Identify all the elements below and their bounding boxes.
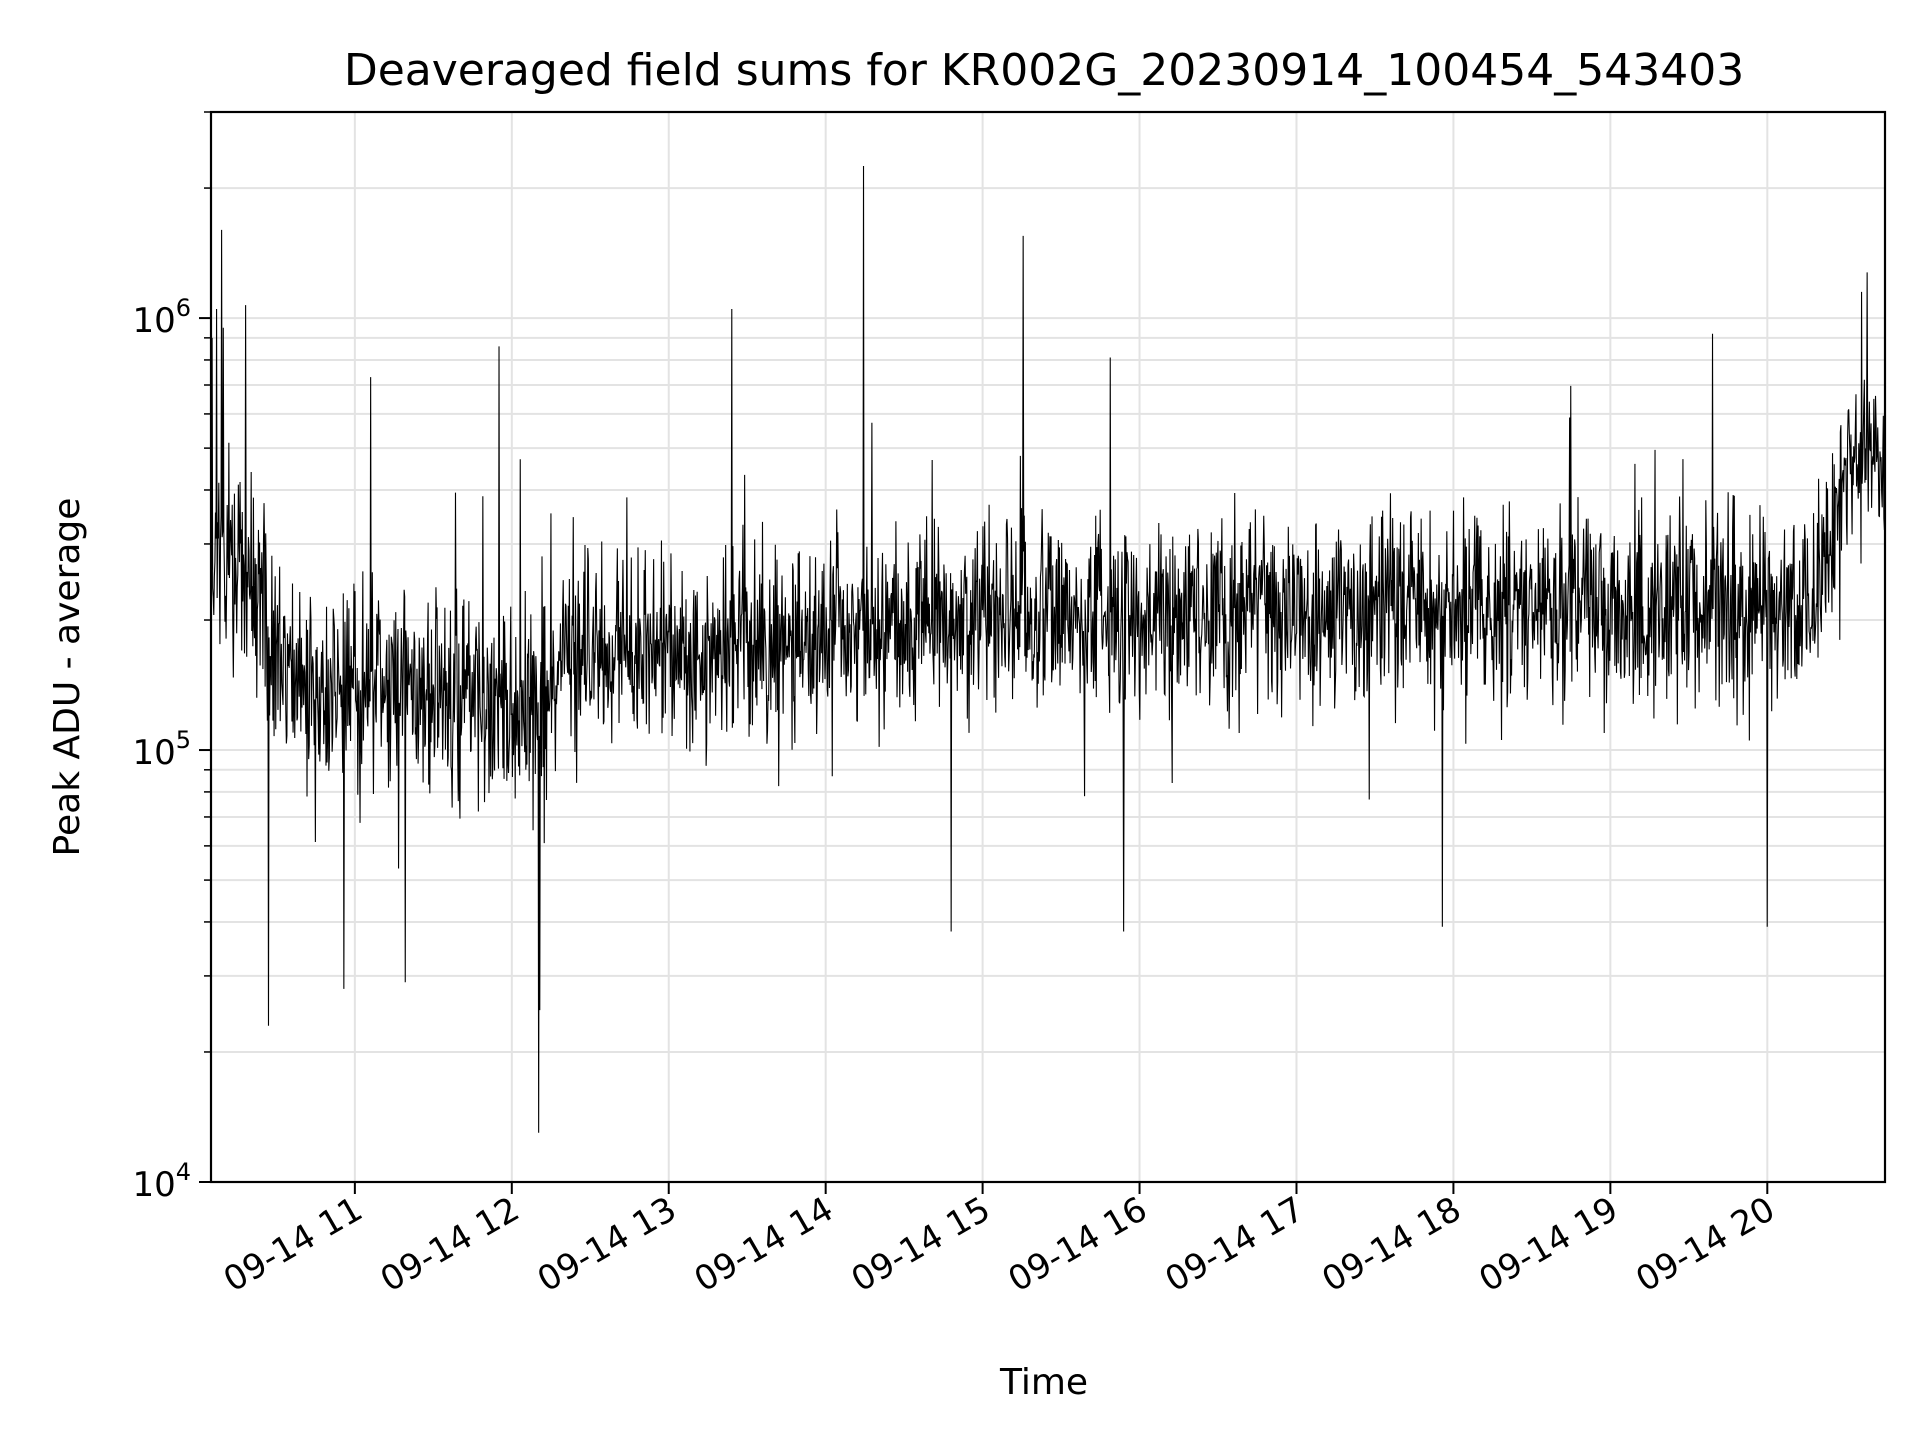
x-axis-label: Time <box>999 1362 1088 1403</box>
y-tick-label: 105 <box>132 726 191 773</box>
series-line <box>210 165 1886 1133</box>
y-axis-label: Peak ADU - average <box>47 498 88 857</box>
series-peak-adu <box>210 165 1886 1133</box>
chart-title: Deaveraged field sums for KR002G_2023091… <box>344 45 1744 96</box>
plot-frame <box>209 110 1887 1184</box>
y-axis-ticks: 104 105 106 <box>132 111 211 1205</box>
y-tick-label: 106 <box>132 294 191 341</box>
y-tick-label: 104 <box>132 1158 191 1205</box>
